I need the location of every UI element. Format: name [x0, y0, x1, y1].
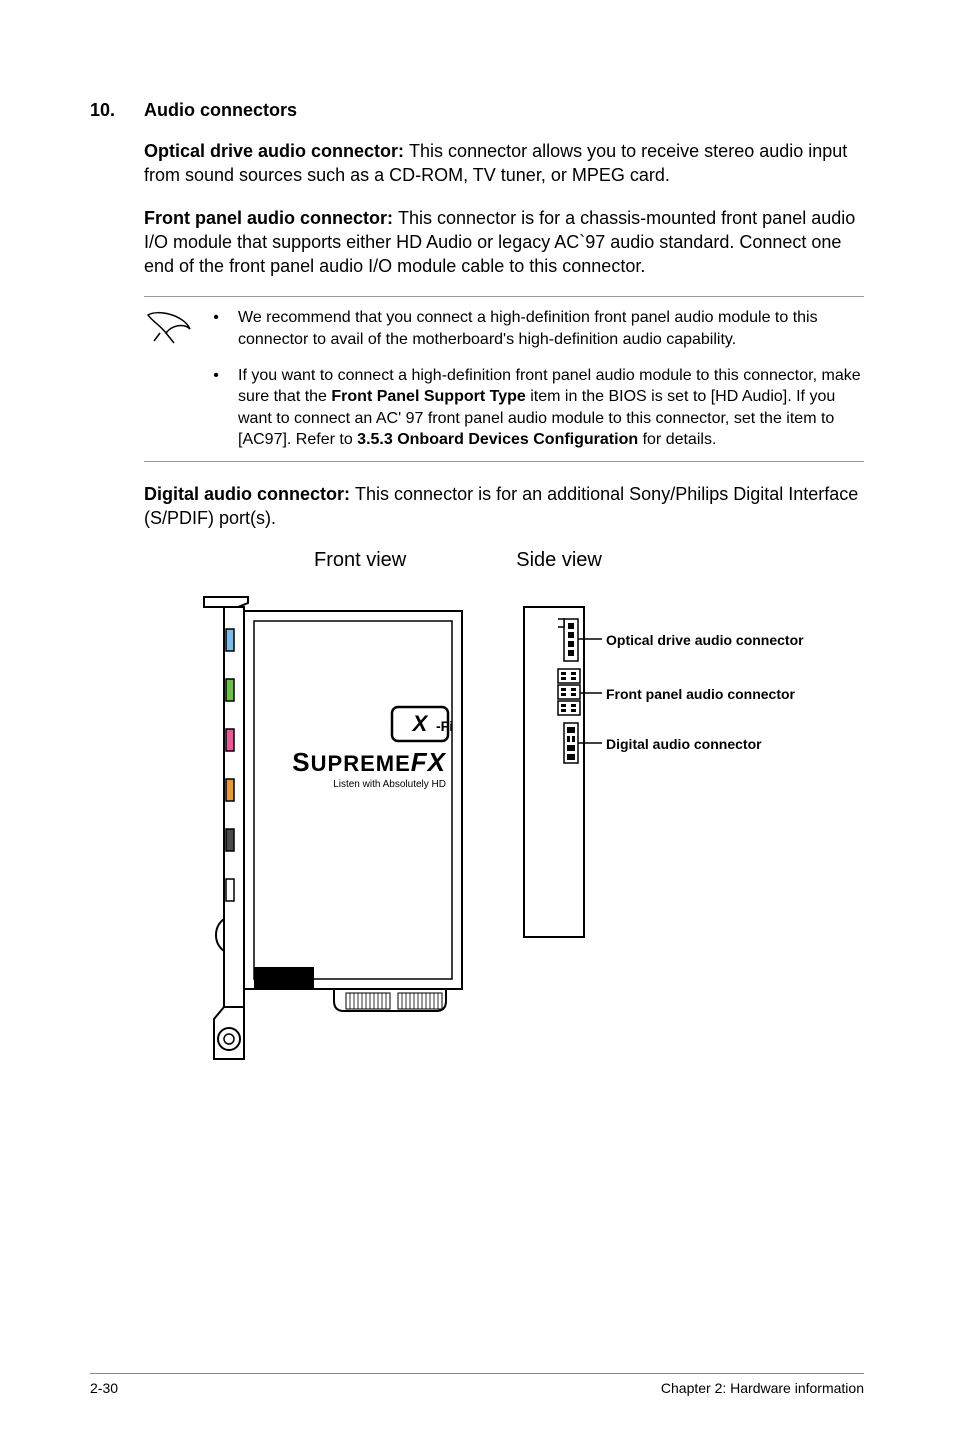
para2-lead: Front panel audio connector: — [144, 208, 398, 228]
side-view-label: Side view — [516, 549, 602, 572]
note2-c: for details. — [638, 431, 716, 448]
footer-chapter: Chapter 2: Hardware information — [661, 1380, 864, 1396]
svg-text:X: X — [411, 711, 429, 736]
note-item-2: • If you want to connect a high-definiti… — [212, 365, 864, 451]
diagram-area: Front view Side view X -Fi SUPREMEFX Lis… — [144, 549, 864, 1109]
para1-lead: Optical drive audio connector: — [144, 141, 409, 161]
note-item-1: • We recommend that you connect a high-d… — [212, 307, 864, 350]
note2-bold1: Front Panel Support Type — [331, 388, 525, 405]
paragraph-optical: Optical drive audio connector: This conn… — [144, 139, 864, 188]
svg-text:SUPREMEFX: SUPREMEFX — [292, 747, 446, 777]
svg-text:Listen with Absolutely HD: Listen with Absolutely HD — [333, 779, 446, 790]
note1-text: We recommend that you connect a high-def… — [238, 307, 864, 350]
note-box: • We recommend that you connect a high-d… — [144, 296, 864, 462]
para1-body-a: This connector allows you to receive ste… — [409, 141, 759, 161]
section-title: Audio connectors — [144, 100, 297, 121]
paragraph-front-panel: Front panel audio connector: This connec… — [144, 206, 864, 279]
front-view-label: Front view — [314, 549, 406, 572]
front-view-svg: X -Fi SUPREMEFX Listen with Absolutely H… — [184, 589, 484, 1089]
label-optical: Optical drive audio connector — [606, 632, 804, 648]
svg-text:-Fi: -Fi — [436, 718, 453, 734]
paragraph-digital: Digital audio connector: This connector … — [144, 482, 864, 531]
footer-page-number: 2-30 — [90, 1380, 118, 1396]
side-view-svg — [514, 599, 634, 959]
section-number: 10. — [90, 100, 124, 121]
label-front-panel: Front panel audio connector — [606, 686, 795, 702]
note2-bold2: 3.5.3 Onboard Devices Configuration — [357, 431, 638, 448]
note2-text: If you want to connect a high-definition… — [238, 365, 864, 451]
page-footer: 2-30 Chapter 2: Hardware information — [90, 1373, 864, 1396]
bullet-icon: • — [212, 307, 220, 350]
bullet-icon: • — [212, 365, 220, 451]
note-icon — [144, 307, 194, 451]
para3-lead: Digital audio connector: — [144, 484, 355, 504]
label-digital: Digital audio connector — [606, 736, 762, 752]
